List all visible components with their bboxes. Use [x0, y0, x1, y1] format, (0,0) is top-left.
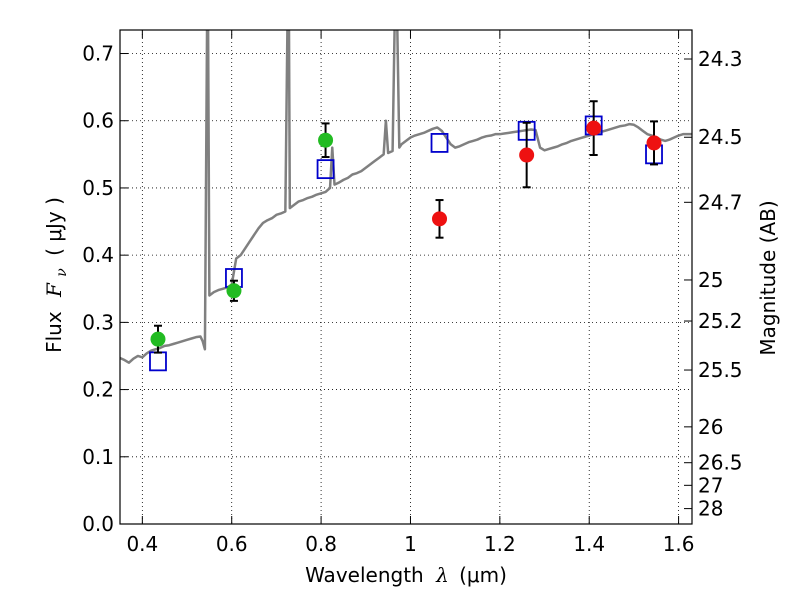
mag-tick-label: 24.3 [698, 47, 743, 71]
mag-tick-label: 24.5 [698, 125, 743, 149]
plot-frame [119, 29, 693, 525]
mag-tick-label: 26 [698, 415, 723, 439]
x-tick-label: 1 [404, 532, 417, 556]
x-tick-label: 1.2 [484, 532, 516, 556]
x-tick-label: 0.4 [126, 532, 158, 556]
observed-nir-point [586, 120, 602, 136]
observed-optical-point [150, 331, 166, 347]
y-tick-label: 0.1 [82, 445, 114, 469]
model-photometry-square [430, 133, 449, 153]
mag-tick-label: 24.7 [698, 190, 743, 214]
mag-tick-label: 25.2 [698, 309, 743, 333]
y-tick-label: 0.4 [82, 243, 114, 267]
data-markers [149, 100, 663, 372]
observed-optical-point [318, 132, 334, 148]
x-tick-label: 1.6 [663, 532, 695, 556]
x-tick-label: 0.8 [305, 532, 337, 556]
observed-nir-point [519, 147, 535, 163]
model-photometry-square [316, 159, 335, 180]
x-tick-label: 1.4 [573, 532, 605, 556]
model-spectrum-line [120, 30, 692, 364]
observed-nir-point [432, 211, 448, 227]
observed-optical-point [226, 283, 242, 299]
x-axis-label: Wavelength λ (μm) [305, 563, 507, 587]
y-tick-label: 0.6 [82, 109, 114, 133]
observed-nir-point [646, 135, 662, 151]
mag-tick-label: 28 [698, 497, 723, 521]
axis-ticks: 0.4 0.6 0.8 1 1.2 1.4 1.6 0.0 0.1 0.2 0.3 0.4 0.5 0.6… [82, 30, 743, 556]
y-tick-label: 0.5 [82, 176, 114, 200]
mag-tick-label: 25.5 [698, 358, 743, 382]
x-tick-label: 0.6 [216, 532, 248, 556]
model-photometry-square [149, 351, 167, 372]
y-tick-label: 0.3 [82, 310, 114, 334]
y-tick-label: 0.7 [82, 42, 114, 66]
y-axis-label: Flux F ν ( μJy ) [42, 197, 71, 353]
y2-axis-label: Magnitude (AB) [756, 200, 780, 355]
model-spectrum [120, 30, 692, 364]
mag-tick-label: 27 [698, 473, 723, 497]
mag-tick-label: 26.5 [698, 451, 743, 475]
y-tick-label: 0.0 [82, 512, 114, 536]
y-tick-label: 0.2 [82, 378, 114, 402]
mag-tick-label: 25 [698, 268, 723, 292]
